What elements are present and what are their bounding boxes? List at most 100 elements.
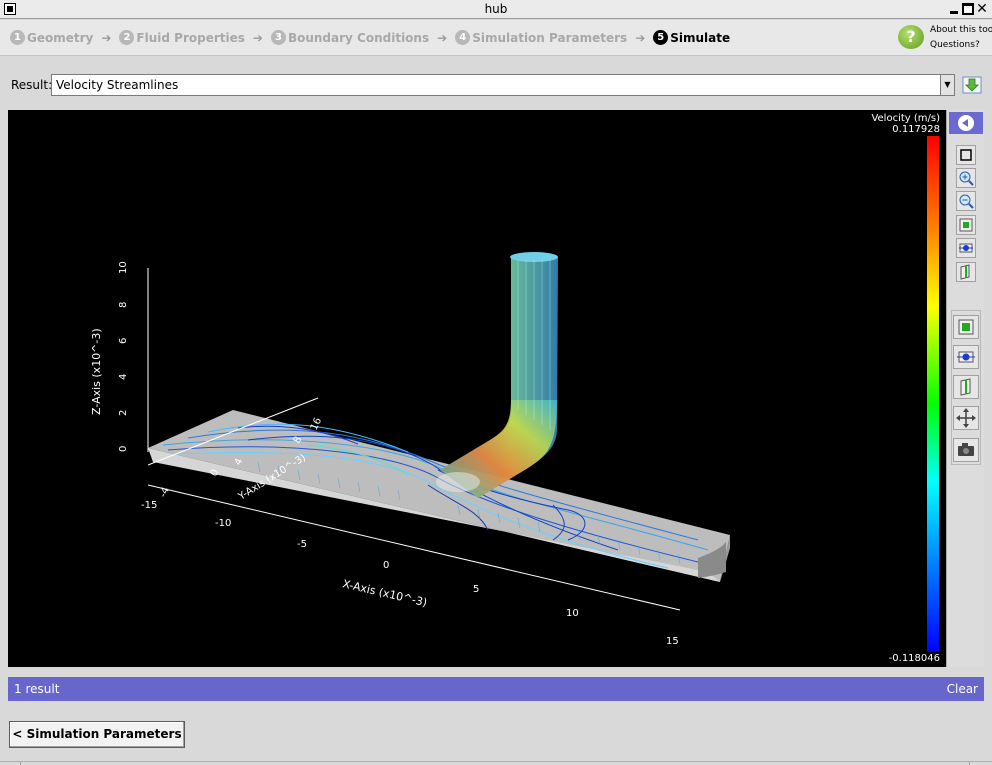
step-number: 5 [653,30,669,45]
result-dropdown[interactable]: Velocity Streamlines ▼ [51,74,955,96]
step-label: Simulate [670,30,731,45]
3d-viewport[interactable]: 0 2 4 6 8 10 -15 -10 -5 0 5 10 15 -4 0 4… [8,110,946,667]
result-label: Result: [11,78,53,92]
arrow-left-icon [958,115,974,131]
close-icon[interactable]: ✕ [976,1,988,17]
help-section[interactable]: ? About this tool Questions? [898,23,992,55]
step-fluid-properties[interactable]: 2 Fluid Properties [119,30,245,45]
x-axis-label: X-Axis (x10^-3) [341,577,428,609]
wizard-steps: 1 Geometry ➔ 2 Fluid Properties ➔ 3 Boun… [10,30,730,45]
clear-button[interactable]: Clear [946,682,978,696]
step-label: Simulation Parameters [472,30,628,45]
cube-view-icon [959,218,973,232]
zoom-out-button[interactable] [956,191,976,211]
maximize-icon[interactable] [962,3,974,15]
download-icon[interactable] [962,76,982,94]
velocity-colorbar [927,136,939,652]
zoom-in-button[interactable] [956,168,976,188]
z-tick-label: 10 [118,261,129,274]
slice-view-button[interactable] [956,238,976,258]
step-label: Boundary Conditions [287,30,430,45]
y-tick-label: 4 [233,457,246,467]
back-simulation-parameters-button[interactable]: < Simulation Parameters [9,721,185,748]
pipe-top-opening [510,252,558,262]
slice-view-icon [957,351,975,363]
plane-view-button[interactable] [956,262,976,282]
channel-hatching [257,461,681,565]
x-tick-label: -5 [297,539,307,550]
channel-floor [148,448,720,582]
result-selected-value: Velocity Streamlines [56,78,179,92]
bottom-divider [0,761,992,765]
y-tick-label: -4 [158,486,172,500]
help-question-icon[interactable]: ? [898,25,924,49]
step-arrow-icon: ➔ [252,30,263,45]
channel-top-face [148,410,730,582]
slice-view-icon [959,243,973,253]
plane-view-icon [960,378,971,396]
step-number: 2 [119,30,135,45]
window-menu-icon[interactable] [4,3,16,15]
reset-view-button[interactable] [956,145,976,165]
step-label: Fluid Properties [136,30,245,45]
channel-end-opening [698,542,726,578]
camera-icon [958,443,974,456]
z-tick-label: 4 [118,374,129,380]
slice-view-button-2[interactable] [953,345,979,369]
x-tick-label: 15 [666,636,679,647]
collapse-toolbar-button[interactable] [949,112,983,134]
z-tick-label: 8 [118,302,129,308]
cube-view-button-2[interactable] [953,315,979,339]
dropdown-arrow-icon[interactable]: ▼ [940,75,954,95]
reset-view-icon [960,149,972,161]
step-number: 3 [270,30,286,45]
window-title: hub [484,2,508,16]
z-tick-label: 2 [118,410,129,416]
about-tool-link[interactable]: About this tool [930,25,992,35]
move-button[interactable] [953,406,979,430]
questions-link[interactable]: Questions? [930,40,980,50]
x-tick-label: -10 [215,518,231,529]
cube-view-icon [958,319,974,335]
result-count: 1 result [14,682,60,696]
pipe-streamlines [517,260,551,430]
legend-max-value: 0.117928 [892,124,940,135]
result-row: Result: Velocity Streamlines ▼ [0,70,992,100]
x-tick-label: 0 [383,560,389,571]
step-number: 1 [10,30,25,45]
y-tick-label: 0 [209,468,222,478]
x-tick-label: -15 [141,500,157,511]
wizard-bar: 1 Geometry ➔ 2 Fluid Properties ➔ 3 Boun… [0,20,992,56]
step-arrow-icon: ➔ [635,30,646,45]
z-axis-label: Z-Axis (x10^-3) [90,328,103,415]
pipe-junction [436,472,480,492]
step-label: Geometry [27,30,94,45]
step-simulation-parameters[interactable]: 4 Simulation Parameters [455,30,627,45]
viewer-toolbar [946,110,984,667]
legend-min-value: -0.118046 [888,653,940,664]
x-tick-label: 5 [473,584,479,595]
step-boundary-conditions[interactable]: 3 Boundary Conditions [270,30,430,45]
zoom-out-icon [959,194,974,209]
step-simulate[interactable]: 5 Simulate [653,30,730,45]
minimize-icon[interactable] [948,3,960,15]
step-arrow-icon: ➔ [437,30,448,45]
y-tick-label: 16 [309,416,324,432]
camera-button[interactable] [953,438,979,462]
cube-view-button[interactable] [956,215,976,235]
legend-title: Velocity (m/s) [871,113,940,124]
plane-view-icon [960,264,970,280]
results-statusbar: 1 result Clear [8,677,984,701]
step-number: 4 [455,30,471,45]
tool-panel [951,310,981,465]
z-tick-label: 6 [118,338,129,344]
move-icon [956,408,976,428]
x-tick-label: 10 [566,608,579,619]
step-geometry[interactable]: 1 Geometry [10,30,93,45]
y-tick-label: 8 [292,435,305,445]
step-arrow-icon: ➔ [101,30,112,45]
plane-view-button-2[interactable] [953,375,979,399]
streamline-scene: 0 2 4 6 8 10 -15 -10 -5 0 5 10 15 -4 0 4… [90,252,730,647]
window-titlebar: hub ✕ [0,0,992,19]
zoom-in-icon [959,171,974,186]
